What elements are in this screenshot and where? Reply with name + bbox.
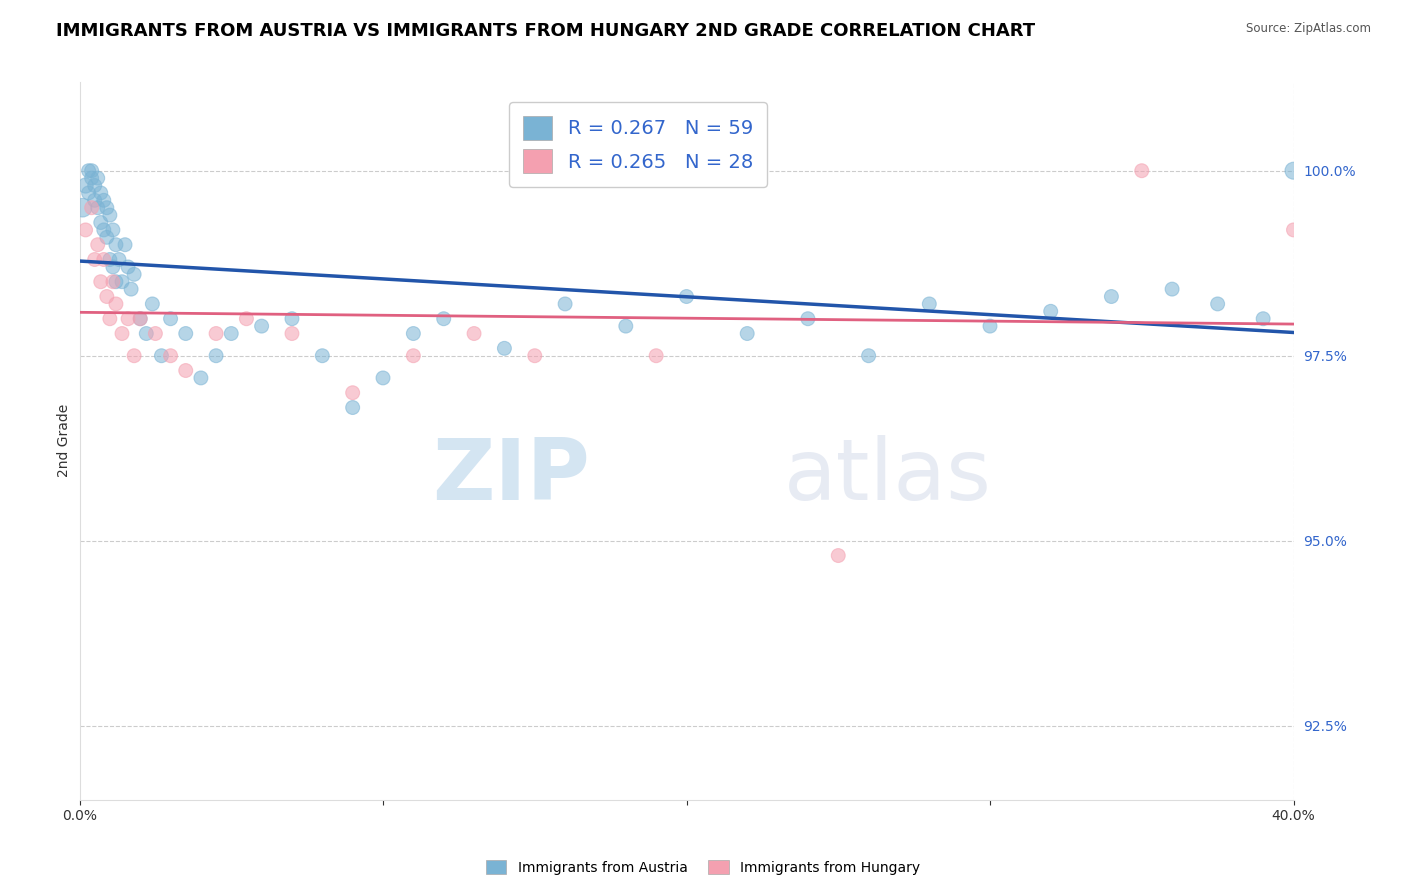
Text: ZIP: ZIP <box>432 435 589 518</box>
Point <box>129 311 152 326</box>
Point <box>104 237 127 252</box>
Point <box>1206 297 1229 311</box>
Point <box>98 208 121 222</box>
Point <box>101 260 124 274</box>
Point <box>96 230 118 244</box>
Point <box>87 201 110 215</box>
Point <box>645 349 668 363</box>
Point <box>122 268 145 282</box>
Point <box>150 349 173 363</box>
Point <box>93 194 115 208</box>
Point <box>90 275 112 289</box>
Point <box>342 401 364 415</box>
Point <box>190 371 212 385</box>
Point <box>83 178 105 193</box>
Point <box>554 297 576 311</box>
Point <box>101 275 124 289</box>
Point <box>250 319 273 334</box>
Point <box>98 311 121 326</box>
Point <box>114 237 136 252</box>
Point <box>797 311 820 326</box>
Point <box>463 326 485 341</box>
Point <box>80 201 103 215</box>
Point <box>205 326 228 341</box>
Point <box>83 194 105 208</box>
Point <box>101 223 124 237</box>
Point <box>104 275 127 289</box>
Point <box>159 311 181 326</box>
Point <box>614 319 637 334</box>
Point <box>675 289 697 303</box>
Point <box>80 171 103 186</box>
Point <box>1251 311 1274 326</box>
Point <box>159 349 181 363</box>
Text: Source: ZipAtlas.com: Source: ZipAtlas.com <box>1246 22 1371 36</box>
Point <box>83 252 105 267</box>
Point <box>433 311 456 326</box>
Point <box>87 171 110 186</box>
Point <box>342 385 364 400</box>
Point <box>174 326 197 341</box>
Point <box>402 349 425 363</box>
Point <box>129 311 152 326</box>
Point <box>219 326 242 341</box>
Point <box>96 289 118 303</box>
Point <box>93 252 115 267</box>
Point <box>858 349 880 363</box>
Point <box>117 260 139 274</box>
Point <box>72 201 94 215</box>
Point <box>90 215 112 229</box>
Point <box>1282 223 1305 237</box>
Point <box>281 326 304 341</box>
Point <box>1039 304 1062 318</box>
Point <box>90 186 112 200</box>
Point <box>1099 289 1122 303</box>
Point <box>1130 163 1153 178</box>
Text: atlas: atlas <box>783 435 991 518</box>
Text: IMMIGRANTS FROM AUSTRIA VS IMMIGRANTS FROM HUNGARY 2ND GRADE CORRELATION CHART: IMMIGRANTS FROM AUSTRIA VS IMMIGRANTS FR… <box>56 22 1035 40</box>
Point <box>122 349 145 363</box>
Point <box>111 275 134 289</box>
Point <box>75 178 97 193</box>
Point <box>311 349 333 363</box>
Point <box>235 311 257 326</box>
Point <box>93 223 115 237</box>
Point <box>1161 282 1184 296</box>
Point <box>77 163 100 178</box>
Point <box>174 363 197 377</box>
Point <box>735 326 758 341</box>
Point <box>827 549 849 563</box>
Point <box>80 163 103 178</box>
Point <box>918 297 941 311</box>
Point <box>141 297 163 311</box>
Point <box>145 326 167 341</box>
Point <box>494 341 516 355</box>
Point <box>1282 163 1305 178</box>
Point <box>108 252 131 267</box>
Point <box>96 201 118 215</box>
Point <box>523 349 546 363</box>
Point <box>98 252 121 267</box>
Y-axis label: 2nd Grade: 2nd Grade <box>58 404 72 477</box>
Point <box>77 186 100 200</box>
Legend: Immigrants from Austria, Immigrants from Hungary: Immigrants from Austria, Immigrants from… <box>479 855 927 880</box>
Point <box>111 326 134 341</box>
Point <box>117 311 139 326</box>
Point <box>205 349 228 363</box>
Point <box>135 326 157 341</box>
Point <box>402 326 425 341</box>
Point <box>281 311 304 326</box>
Point <box>120 282 142 296</box>
Point <box>75 223 97 237</box>
Point <box>371 371 394 385</box>
Point <box>87 237 110 252</box>
Point <box>979 319 1001 334</box>
Legend: R = 0.267   N = 59, R = 0.265   N = 28: R = 0.267 N = 59, R = 0.265 N = 28 <box>509 103 766 186</box>
Point <box>104 297 127 311</box>
